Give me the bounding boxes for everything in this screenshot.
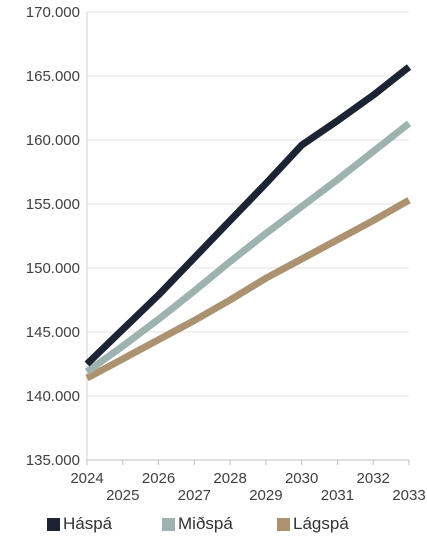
legend-swatch-lagsp <box>277 517 290 531</box>
legend-label-lagsp: Lágspá <box>293 514 349 533</box>
x-tick-label: 2025 <box>106 487 139 504</box>
x-tick-label: 2029 <box>249 487 282 504</box>
y-axis-tick-labels: 135.000 140.000 145.000 150.000 155.000 160.0… <box>26 4 80 469</box>
x-tick-label: 2030 <box>285 470 318 487</box>
series-line-0 <box>84 64 412 367</box>
legend-item-midsp: Miðspá <box>162 514 233 534</box>
series-lines <box>84 64 412 382</box>
legend-label-hasp: Háspá <box>63 514 113 533</box>
y-tick-label: 150.000 <box>26 260 80 277</box>
legend-item-hasp: Háspá <box>47 514 112 534</box>
y-tick-label: 155.000 <box>26 196 80 213</box>
x-tick-label: 2033 <box>392 487 425 504</box>
x-tick-label: 2032 <box>357 470 390 487</box>
y-tick-label: 165.000 <box>26 68 80 85</box>
legend-swatch-midsp <box>162 517 175 531</box>
legend-label-midsp: Miðspá <box>178 514 233 533</box>
legend: Háspá Miðspá Lágspá <box>0 514 427 540</box>
legend-item-lagsp: Lágspá <box>277 514 349 534</box>
y-tick-label: 160.000 <box>26 132 80 149</box>
x-tick-label: 2027 <box>178 487 211 504</box>
x-tick-label: 2028 <box>213 470 246 487</box>
y-tick-label: 170.000 <box>26 4 80 21</box>
series-line-1 <box>84 120 412 375</box>
x-tick-label: 2026 <box>142 470 175 487</box>
series-line-2 <box>85 197 411 382</box>
y-tick-label: 145.000 <box>26 324 80 341</box>
axes <box>86 12 410 465</box>
y-tick-label: 140.000 <box>26 388 80 405</box>
x-tick-label: 2024 <box>70 470 103 487</box>
x-tick-label: 2031 <box>321 487 354 504</box>
legend-swatch-hasp <box>47 517 60 531</box>
y-tick-label: 135.000 <box>26 452 80 469</box>
